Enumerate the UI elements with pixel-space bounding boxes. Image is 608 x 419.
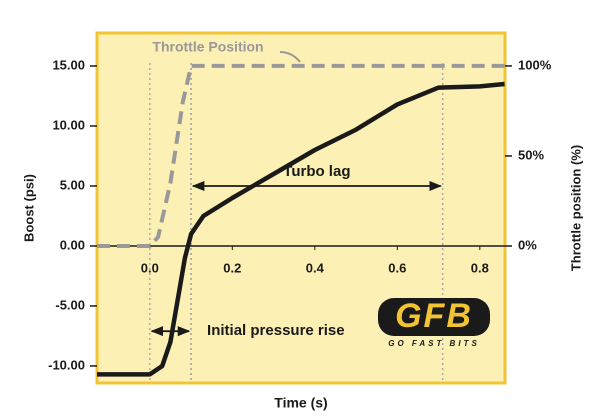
y-tick-label: 15.00: [52, 57, 85, 72]
x-tick-label: 0.4: [306, 260, 325, 275]
label-leader: [279, 51, 301, 63]
x-axis-title: Time (s): [274, 395, 327, 411]
logo-box: [378, 298, 490, 336]
y-tick-label: 0.00: [60, 237, 85, 252]
y-axis-title: Boost (psi): [21, 174, 36, 242]
y2-axis-title: Throttle position (%): [568, 145, 583, 271]
y-tick-label: 10.00: [52, 117, 85, 132]
y2-tick-label: 50%: [518, 147, 544, 162]
series-line: [97, 63, 505, 248]
series-line: [97, 81, 505, 377]
y-tick-label: 5.00: [60, 177, 85, 192]
x-tick-label: 0.0: [141, 260, 159, 275]
x-tick-label: 0.2: [223, 260, 241, 275]
series-label: Throttle Position: [152, 39, 263, 55]
logo-title: GFB: [395, 297, 473, 335]
y-tick-label: -10.00: [48, 357, 85, 372]
y-tick-label: -5.00: [55, 297, 85, 312]
annotation-label: Initial pressure rise: [207, 322, 345, 339]
x-tick-label: 0.8: [471, 260, 489, 275]
label-bg: [274, 161, 359, 180]
x-tick-label: 0.6: [388, 260, 406, 275]
y2-tick-label: 100%: [518, 57, 552, 72]
y2-tick-label: 0%: [518, 237, 537, 252]
annotation-label: Turbo lag: [283, 163, 350, 180]
logo-subtitle: GO FAST BITS: [388, 339, 480, 348]
